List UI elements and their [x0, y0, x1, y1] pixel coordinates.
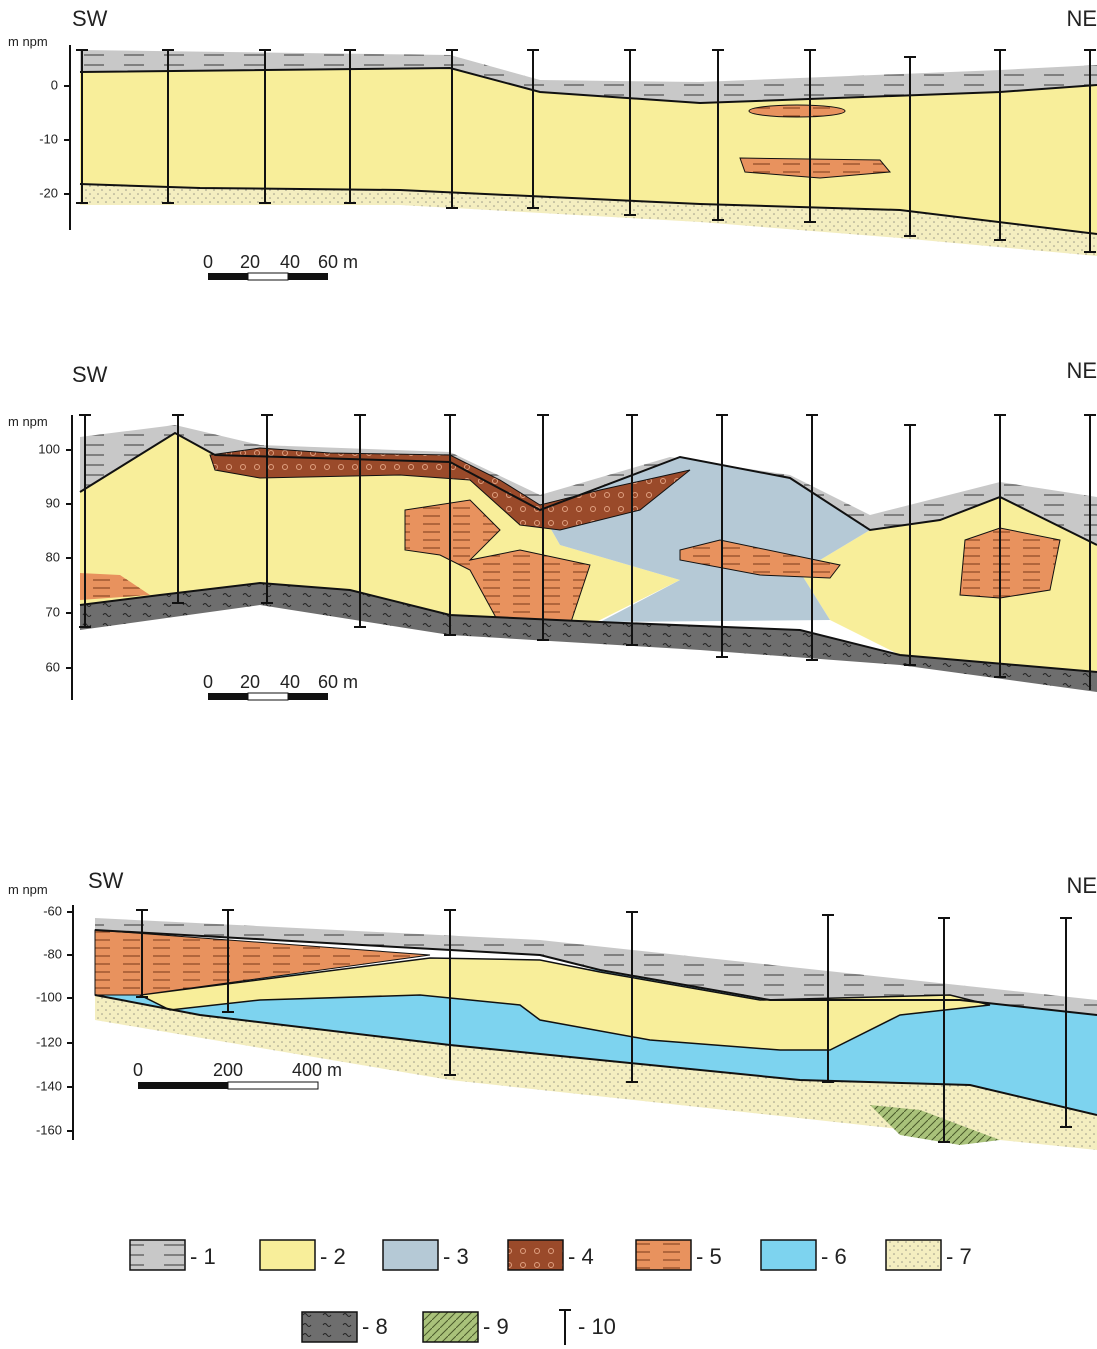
- y-tick-label: 100: [38, 441, 60, 456]
- legend-swatch: [886, 1240, 941, 1270]
- legend-label: - 7: [946, 1244, 972, 1269]
- legend-swatch: [761, 1240, 816, 1270]
- legend-label: - 2: [320, 1244, 346, 1269]
- lens: [749, 105, 845, 117]
- scale-label: 20: [240, 672, 260, 692]
- direction-right: NE: [1066, 358, 1097, 383]
- y-tick-label: -100: [36, 989, 62, 1004]
- legend-label: - 8: [362, 1314, 388, 1339]
- legend-swatch: [302, 1312, 357, 1342]
- y-tick-label: 70: [46, 604, 60, 619]
- scale-label: 0: [203, 252, 213, 272]
- legend-label: - 10: [578, 1314, 616, 1339]
- scale-label: 0: [203, 672, 213, 692]
- y-tick-label: 80: [46, 549, 60, 564]
- geological-cross-sections: SW NE m npm 0 -10 -20 0 20 40 60 m SW NE…: [0, 0, 1097, 1349]
- section-2: [66, 415, 1097, 700]
- direction-right: NE: [1066, 6, 1097, 31]
- legend: [130, 1240, 941, 1345]
- scale-label: 20: [240, 252, 260, 272]
- y-tick-label: -80: [43, 946, 62, 961]
- scale-label: 60 m: [318, 252, 358, 272]
- direction-left: SW: [72, 6, 108, 31]
- scale-bar: [208, 273, 248, 280]
- legend-swatch: [423, 1312, 478, 1342]
- legend-label: - 5: [696, 1244, 722, 1269]
- scale-label: 40: [280, 252, 300, 272]
- legend-swatch: [636, 1240, 691, 1270]
- legend-label: - 1: [190, 1244, 216, 1269]
- unit: m npm: [8, 34, 48, 49]
- scale-bar: [288, 273, 328, 280]
- y-tick-label: -160: [36, 1122, 62, 1137]
- y-tick-label: 60: [46, 659, 60, 674]
- legend-swatch: [260, 1240, 315, 1270]
- scale-label: 40: [280, 672, 300, 692]
- y-tick-label: -120: [36, 1034, 62, 1049]
- legend-label: - 6: [821, 1244, 847, 1269]
- scale-bar: [228, 1082, 318, 1089]
- scale-bar: [248, 693, 288, 700]
- y-tick-label: 90: [46, 495, 60, 510]
- scale-bar: [208, 693, 248, 700]
- legend-label: - 4: [568, 1244, 594, 1269]
- legend-swatch: [508, 1240, 563, 1270]
- y-tick-label: -60: [43, 903, 62, 918]
- y-tick-label: -140: [36, 1078, 62, 1093]
- section-1: [64, 45, 1097, 280]
- scale-label: 60 m: [318, 672, 358, 692]
- direction-left: SW: [72, 362, 108, 387]
- scale-bar: [288, 693, 328, 700]
- scale-bar: [248, 273, 288, 280]
- direction-right: NE: [1066, 873, 1097, 898]
- lens: [960, 528, 1060, 598]
- section-3: [67, 905, 1097, 1150]
- legend-borehole: [559, 1310, 571, 1345]
- legend-swatch: [130, 1240, 185, 1270]
- scale-label: 200: [213, 1060, 243, 1080]
- unit: m npm: [8, 414, 48, 429]
- legend-label: - 3: [443, 1244, 469, 1269]
- direction-left: SW: [88, 868, 124, 893]
- legend-label: - 9: [483, 1314, 509, 1339]
- y-tick-label: -10: [39, 131, 58, 146]
- scale-label: 400 m: [292, 1060, 342, 1080]
- legend-swatch: [383, 1240, 438, 1270]
- y-tick-label: -20: [39, 185, 58, 200]
- scale-label: 0: [133, 1060, 143, 1080]
- y-tick-label: 0: [51, 77, 58, 92]
- scale-bar: [138, 1082, 228, 1089]
- unit: m npm: [8, 882, 48, 897]
